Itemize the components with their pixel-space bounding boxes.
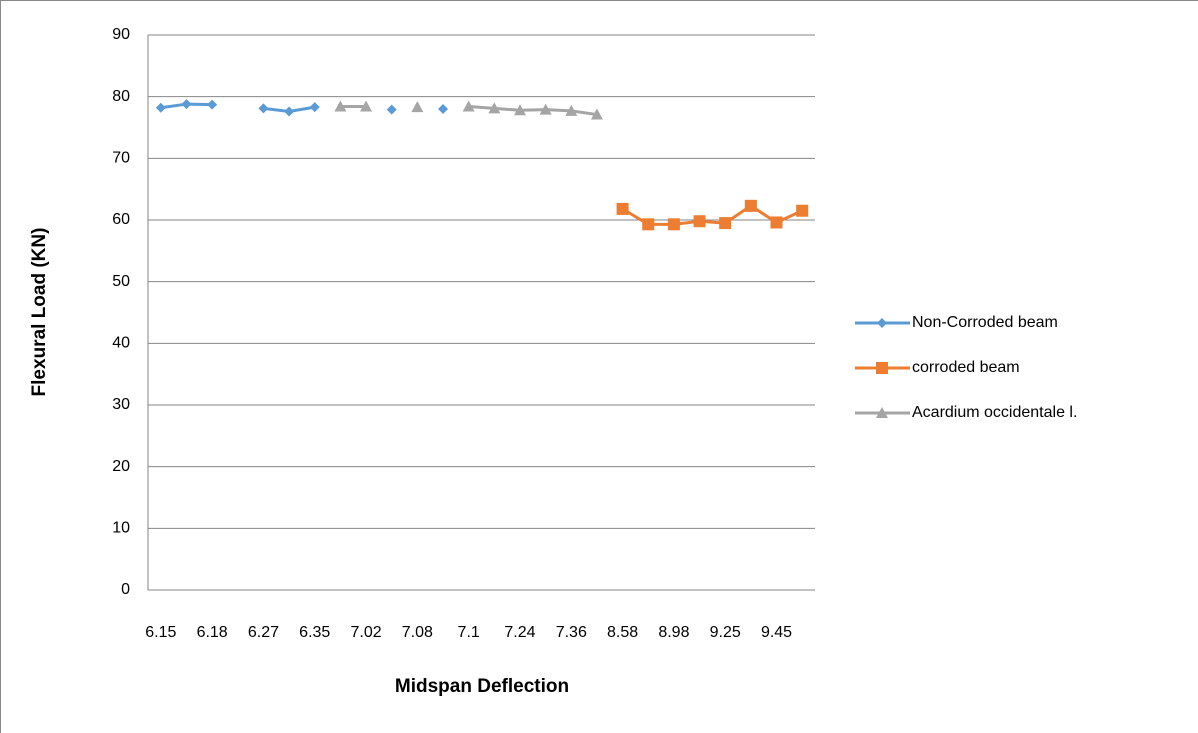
- marker: [488, 102, 501, 114]
- marker: [181, 99, 192, 110]
- y-tick-label: 0: [121, 581, 130, 598]
- marker: [360, 100, 373, 112]
- marker: [770, 216, 783, 229]
- x-tick-label: 7.36: [556, 624, 587, 641]
- x-tick-label: 6.35: [299, 624, 330, 641]
- series-line: [340, 105, 598, 117]
- y-tick-label: 80: [112, 88, 130, 105]
- y-tick-label: 20: [112, 458, 130, 475]
- y-axis-title: Flexural Load (KN): [29, 228, 50, 397]
- marker: [411, 101, 424, 113]
- marker: [616, 202, 629, 215]
- marker: [386, 104, 397, 115]
- y-tick-label: 60: [112, 211, 130, 228]
- marker: [284, 106, 295, 117]
- legend-label: Non-Corroded beam: [912, 314, 1058, 331]
- marker: [462, 100, 475, 112]
- legend-marker: [877, 318, 887, 328]
- legend-marker: [876, 407, 888, 418]
- marker: [796, 204, 809, 217]
- marker: [334, 100, 347, 112]
- y-tick-label: 30: [112, 396, 130, 413]
- marker: [693, 215, 706, 228]
- y-tick-label: 40: [112, 335, 130, 352]
- marker: [513, 104, 526, 116]
- legend-label: corroded beam: [912, 359, 1020, 376]
- marker: [438, 104, 449, 114]
- x-tick-label: 6.18: [197, 624, 228, 641]
- x-tick-label: 7.02: [350, 624, 381, 641]
- y-tick-label: 70: [112, 150, 130, 167]
- marker: [590, 108, 603, 120]
- marker: [207, 99, 218, 110]
- x-tick-label: 7.1: [458, 624, 480, 641]
- marker: [744, 199, 757, 212]
- marker: [642, 218, 655, 231]
- marker: [258, 103, 269, 114]
- y-tick-label: 10: [112, 520, 130, 537]
- x-axis-title: Midspan Deflection: [395, 676, 569, 697]
- series-line: [161, 104, 443, 111]
- x-tick-label: 6.27: [248, 624, 279, 641]
- x-tick-label: 7.08: [402, 624, 433, 641]
- marker: [155, 102, 166, 113]
- x-tick-label: 7.24: [504, 624, 535, 641]
- x-tick-label: 9.25: [710, 624, 741, 641]
- marker: [309, 102, 320, 113]
- y-tick-label: 90: [112, 26, 130, 43]
- marker: [667, 218, 680, 231]
- marker: [539, 103, 552, 115]
- marker: [565, 104, 578, 116]
- legend-marker: [876, 362, 888, 374]
- x-tick-label: 9.45: [761, 624, 792, 641]
- x-tick-label: 8.58: [607, 624, 638, 641]
- x-tick-label: 8.98: [658, 624, 689, 641]
- marker: [719, 217, 732, 230]
- y-tick-label: 50: [112, 273, 130, 290]
- legend-label: Acardium occidentale l.: [912, 404, 1077, 421]
- x-tick-label: 6.15: [145, 624, 176, 641]
